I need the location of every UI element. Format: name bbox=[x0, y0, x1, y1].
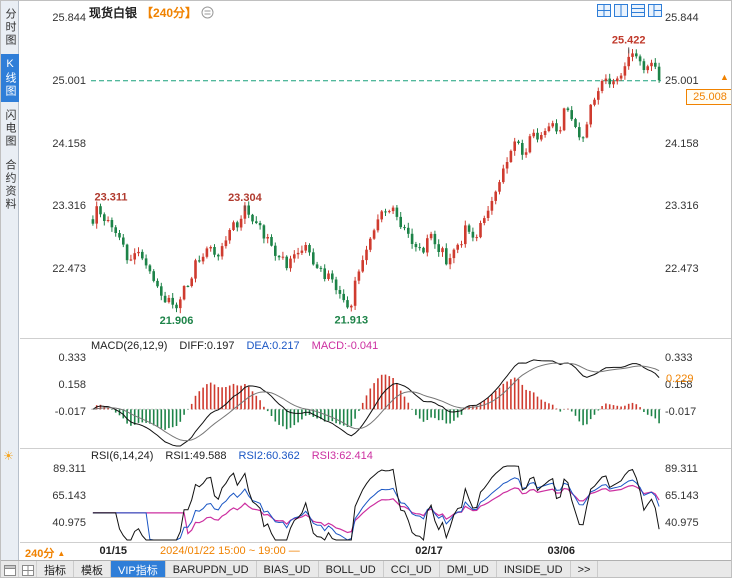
rsi-header: RSI(6,14,24) RSI1:49.588 RSI2:60.362 RSI… bbox=[91, 450, 373, 462]
rsi2-value: RSI2:60.362 bbox=[238, 450, 300, 462]
period-label[interactable]: 【240分】 bbox=[141, 6, 198, 20]
axis-label: -0.017 bbox=[665, 405, 697, 418]
x-axis-row: 240分 ▲ 2024/01/22 15:00 ~ 19:00 — 01/15 0… bbox=[20, 545, 731, 561]
axis-label: 22.473 bbox=[665, 263, 699, 275]
tab-BARUPDN_UD[interactable]: BARUPDN_UD bbox=[166, 561, 257, 577]
instrument-name: 现货白银 bbox=[89, 6, 138, 20]
axis-label: 24.158 bbox=[52, 137, 86, 150]
sun-icon[interactable]: ☀ bbox=[3, 449, 14, 463]
rsi-chart[interactable] bbox=[91, 465, 661, 542]
axis-label: 25.001 bbox=[665, 74, 699, 87]
chart-title-row: 现货白银 【240分】 bbox=[89, 4, 214, 21]
macd-chart[interactable] bbox=[91, 355, 661, 447]
timeframe-badge[interactable]: 240分 ▲ bbox=[25, 545, 65, 561]
tab-指标[interactable]: 指标 bbox=[37, 561, 74, 577]
axis-label: 65.143 bbox=[52, 490, 86, 503]
tab-BIAS_UD[interactable]: BIAS_UD bbox=[257, 561, 319, 577]
axis-label: 25.844 bbox=[52, 11, 86, 24]
panel-divider-2[interactable] bbox=[20, 448, 731, 449]
axis-label: 23.316 bbox=[665, 200, 699, 213]
indicator-tabbar: 指标 模板 VIP指标 BARUPDN_UD BIAS_UD BOLL_UD CCI_UD D… bbox=[1, 560, 731, 577]
axis-label: 40.975 bbox=[52, 517, 86, 530]
left-toolbar: ☀ 分时图 K线图闪电图合约资料 bbox=[1, 1, 19, 560]
axis-label: 65.143 bbox=[665, 490, 699, 503]
cycle-selector-icon[interactable] bbox=[201, 6, 214, 19]
current-price-box: 25.008 bbox=[686, 89, 731, 105]
svg-text:23.311: 23.311 bbox=[95, 192, 128, 204]
macd-current-value: 0.229 bbox=[666, 373, 694, 385]
svg-text:23.304: 23.304 bbox=[228, 192, 263, 204]
axis-label: 23.316 bbox=[52, 200, 86, 213]
svg-text:21.906: 21.906 bbox=[160, 315, 194, 327]
visible-range-label: 2024/01/22 15:00 ~ 19:00 — bbox=[160, 545, 300, 557]
tab-list: 指标 模板 VIP指标 BARUPDN_UD BIAS_UD BOLL_UD CCI_UD D… bbox=[37, 561, 599, 577]
axis-label: 0.158 bbox=[665, 378, 693, 391]
scroll-latest-icon[interactable]: ▲ bbox=[720, 72, 729, 82]
rsi3-value: RSI3:62.414 bbox=[311, 450, 373, 462]
panel-divider-1[interactable] bbox=[20, 338, 731, 339]
tab-DMI_UD[interactable]: DMI_UD bbox=[440, 561, 497, 577]
tab-BOLL_UD[interactable]: BOLL_UD bbox=[319, 561, 384, 577]
macd-title[interactable]: MACD(26,12,9) bbox=[91, 340, 168, 352]
macd-dea-value: DEA:0.217 bbox=[246, 340, 300, 352]
axis-label: 24.158 bbox=[665, 137, 699, 150]
macd-diff-value: DIFF:0.197 bbox=[179, 340, 235, 352]
axis-label: 25.001 bbox=[52, 74, 86, 87]
window-icon[interactable] bbox=[1, 561, 19, 577]
x-axis-label: 01/15 bbox=[99, 545, 127, 557]
sidebar-item-4[interactable]: 合约资料 bbox=[4, 159, 16, 211]
tab-VIP指标[interactable]: VIP指标 bbox=[111, 561, 166, 577]
macd-header: MACD(26,12,9) DIFF:0.197 DEA:0.217 MACD:… bbox=[91, 340, 378, 352]
axis-label: 89.311 bbox=[665, 463, 698, 475]
sidebar-item-1[interactable]: 分时图 bbox=[4, 8, 16, 47]
panels-icon[interactable] bbox=[19, 561, 37, 577]
x-axis-label: 02/17 bbox=[415, 545, 443, 557]
macd-hist-value: MACD:-0.041 bbox=[311, 340, 379, 352]
layout-toolbar bbox=[597, 4, 662, 22]
candlestick-chart[interactable]: 23.311 21.906 23.304 21.913 25.422 bbox=[91, 19, 661, 337]
rsi-title[interactable]: RSI(6,14,24) bbox=[91, 450, 154, 462]
tab-模板[interactable]: 模板 bbox=[74, 561, 111, 577]
axis-label: 25.844 bbox=[665, 11, 699, 24]
layout-mixed-icon[interactable] bbox=[648, 4, 662, 22]
axis-label: 40.975 bbox=[665, 517, 699, 530]
sidebar-item-3[interactable]: 闪电图 bbox=[4, 109, 16, 148]
timeframe-label: 240分 bbox=[25, 548, 55, 560]
axis-label: 0.333 bbox=[665, 351, 693, 364]
rsi1-value: RSI1:49.588 bbox=[165, 450, 227, 462]
sidebar-item-2[interactable]: K线图 bbox=[1, 54, 19, 102]
x-axis-label: 03/06 bbox=[547, 545, 576, 557]
axis-label: 0.333 bbox=[58, 351, 86, 364]
layout-columns-icon[interactable] bbox=[614, 4, 628, 22]
up-triangle-icon: ▲ bbox=[57, 548, 66, 558]
axis-label: -0.017 bbox=[54, 405, 86, 418]
axis-label: 89.311 bbox=[53, 463, 86, 475]
chart-region: 现货白银 【240分】 23.311 21.906 23.304 21.913 25.4… bbox=[20, 1, 731, 561]
axis-label: 22.473 bbox=[52, 263, 86, 275]
svg-text:25.422: 25.422 bbox=[612, 34, 646, 46]
tab-more[interactable]: >> bbox=[571, 561, 599, 577]
layout-rows-icon[interactable] bbox=[631, 4, 645, 22]
svg-text:21.913: 21.913 bbox=[334, 315, 368, 327]
layout-quad-icon[interactable] bbox=[597, 4, 611, 22]
panel-divider-3[interactable] bbox=[20, 542, 731, 543]
tab-CCI_UD[interactable]: CCI_UD bbox=[384, 561, 440, 577]
tab-INSIDE_UD[interactable]: INSIDE_UD bbox=[497, 561, 571, 577]
axis-label: 0.158 bbox=[58, 378, 86, 391]
